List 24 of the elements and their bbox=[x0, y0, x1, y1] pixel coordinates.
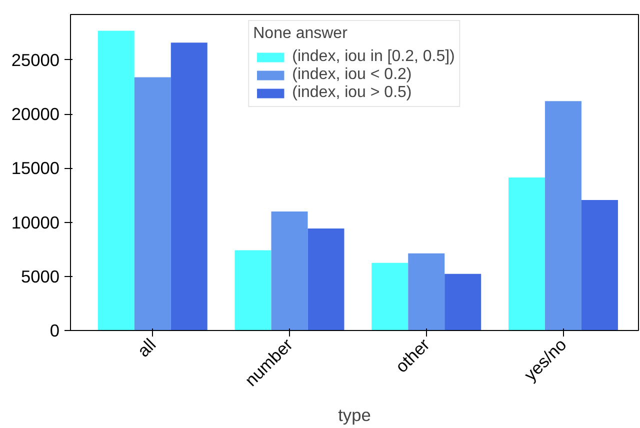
bar bbox=[372, 262, 408, 330]
bar bbox=[544, 101, 582, 330]
y-tick-label: 20000 bbox=[11, 104, 60, 124]
legend-label: (index, iou in [0.2, 0.5]) bbox=[292, 48, 455, 66]
legend-label: (index, iou < 0.2) bbox=[292, 66, 412, 84]
y-tick-label: 10000 bbox=[11, 212, 60, 232]
y-tick-label: 15000 bbox=[11, 158, 60, 178]
legend-label: (index, iou > 0.5) bbox=[292, 84, 412, 102]
bar bbox=[98, 30, 134, 330]
y-tick-label: 5000 bbox=[20, 266, 60, 286]
legend-title: None answer bbox=[253, 25, 348, 43]
bar bbox=[581, 200, 618, 330]
bar bbox=[234, 250, 272, 330]
bar bbox=[444, 274, 482, 330]
y-tick-label: 0 bbox=[50, 320, 60, 340]
bar bbox=[308, 228, 344, 330]
bar bbox=[134, 77, 171, 330]
bar bbox=[408, 253, 445, 330]
y-tick-label: 25000 bbox=[11, 50, 60, 70]
bar bbox=[170, 42, 208, 330]
x-axis-title: type bbox=[338, 405, 371, 426]
bar bbox=[271, 211, 308, 330]
bar bbox=[508, 177, 545, 330]
x-tick-label: all bbox=[133, 334, 160, 361]
